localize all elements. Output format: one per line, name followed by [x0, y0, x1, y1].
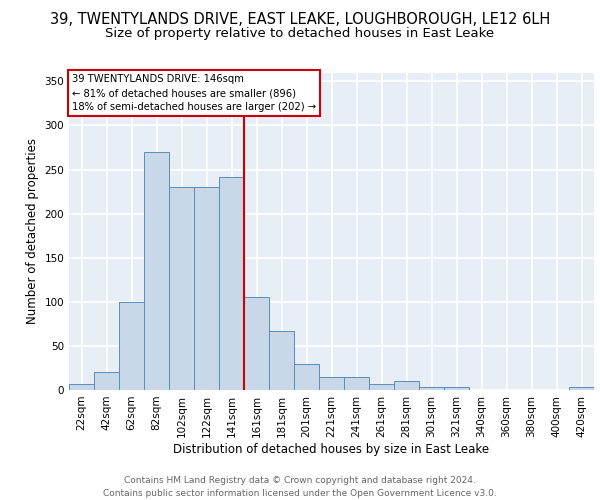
Bar: [419, 388, 444, 390]
Bar: [569, 388, 594, 390]
Bar: [144, 152, 169, 390]
Bar: [369, 384, 394, 390]
Text: Size of property relative to detached houses in East Leake: Size of property relative to detached ho…: [106, 28, 494, 40]
Bar: [269, 331, 294, 390]
Bar: [94, 372, 119, 390]
Text: 39, TWENTYLANDS DRIVE, EAST LEAKE, LOUGHBOROUGH, LE12 6LH: 39, TWENTYLANDS DRIVE, EAST LEAKE, LOUGH…: [50, 12, 550, 28]
X-axis label: Distribution of detached houses by size in East Leake: Distribution of detached houses by size …: [173, 442, 490, 456]
Y-axis label: Number of detached properties: Number of detached properties: [26, 138, 39, 324]
Text: 39 TWENTYLANDS DRIVE: 146sqm
← 81% of detached houses are smaller (896)
18% of s: 39 TWENTYLANDS DRIVE: 146sqm ← 81% of de…: [71, 74, 316, 112]
Bar: [69, 384, 94, 390]
Text: Contains HM Land Registry data © Crown copyright and database right 2024.
Contai: Contains HM Land Registry data © Crown c…: [103, 476, 497, 498]
Bar: [244, 298, 269, 390]
Bar: [294, 364, 319, 390]
Bar: [119, 302, 144, 390]
Bar: [219, 176, 244, 390]
Bar: [444, 388, 469, 390]
Bar: [319, 377, 344, 390]
Bar: [344, 377, 369, 390]
Bar: [394, 381, 419, 390]
Bar: [194, 187, 219, 390]
Bar: [169, 187, 194, 390]
